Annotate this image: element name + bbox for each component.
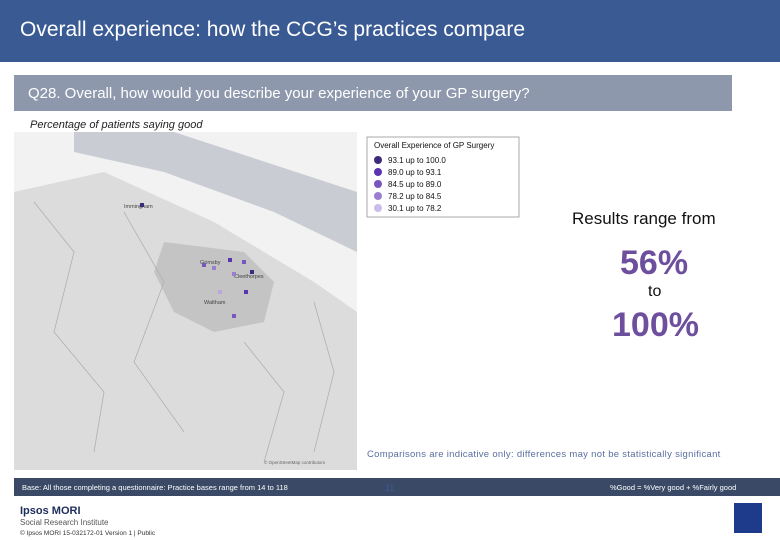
copyright: © Ipsos MORI 15-032172-01 Version 1 | Pu…	[20, 530, 156, 537]
land	[14, 172, 357, 470]
legend: Overall Experience of GP Surgery 93.1 up…	[366, 136, 520, 218]
brand-logo	[734, 503, 762, 533]
results-min: 56%	[620, 244, 689, 282]
legend-swatch	[374, 192, 382, 200]
place-label: Cleethorpes	[234, 274, 264, 280]
header-bar	[0, 0, 780, 62]
legend-label: 78.2 up to 84.5	[388, 192, 442, 201]
practice-point	[228, 258, 232, 262]
legend-swatch	[374, 168, 382, 176]
practice-point	[202, 263, 206, 267]
legend-label: 30.1 up to 78.2	[388, 204, 442, 213]
place-label: Waltham	[204, 300, 226, 306]
note: Comparisons are indicative only: differe…	[367, 449, 721, 460]
legend-label: 93.1 up to 100.0	[388, 156, 446, 165]
practice-point	[242, 260, 246, 264]
practice-point	[140, 203, 144, 207]
legend-swatch	[374, 156, 382, 164]
logo: Ipsos MORI	[20, 505, 81, 517]
legend-label: 89.0 up to 93.1	[388, 168, 442, 177]
boundaries	[33, 201, 335, 463]
estuary	[74, 132, 357, 252]
place-labels: Immingham Grimsby Cleethorpes Waltham	[124, 204, 264, 306]
legend-label: 84.5 up to 89.0	[388, 180, 442, 189]
map-copyright: © OpenStreetMap contributors	[264, 459, 326, 465]
slide-title: Overall experience: how the CCG’s practi…	[20, 18, 525, 41]
question-bar	[14, 75, 732, 111]
practice-point	[250, 270, 254, 274]
question: Q28. Overall, how would you describe you…	[28, 85, 530, 102]
legend-title: Overall Experience of GP Surgery	[374, 141, 494, 150]
base-text: Base: All those completing a questionnai…	[22, 483, 288, 492]
page-number: 11	[385, 483, 395, 493]
practice-points	[140, 203, 254, 318]
footer-bar	[14, 478, 780, 496]
legend-swatch	[374, 180, 382, 188]
results-to: to	[648, 283, 662, 300]
practice-point	[232, 272, 236, 276]
definition: %Good = %Very good + %Fairly good	[610, 483, 737, 492]
practice-point	[244, 290, 248, 294]
practice-point	[218, 290, 222, 294]
place-label: Grimsby	[200, 260, 221, 266]
legend-swatch	[374, 204, 382, 212]
place-label: Immingham	[124, 204, 153, 210]
logo-sub: Social Research Institute	[20, 518, 109, 527]
results-max: 100%	[612, 306, 699, 344]
subtitle: Percentage of patients saying good	[30, 119, 203, 131]
map: Immingham Grimsby Cleethorpes Waltham © …	[14, 132, 520, 470]
practice-point	[212, 266, 216, 270]
results-text: Results range from	[572, 209, 716, 228]
practice-point	[232, 314, 236, 318]
urban-area	[154, 242, 274, 332]
legend-box	[366, 136, 520, 218]
